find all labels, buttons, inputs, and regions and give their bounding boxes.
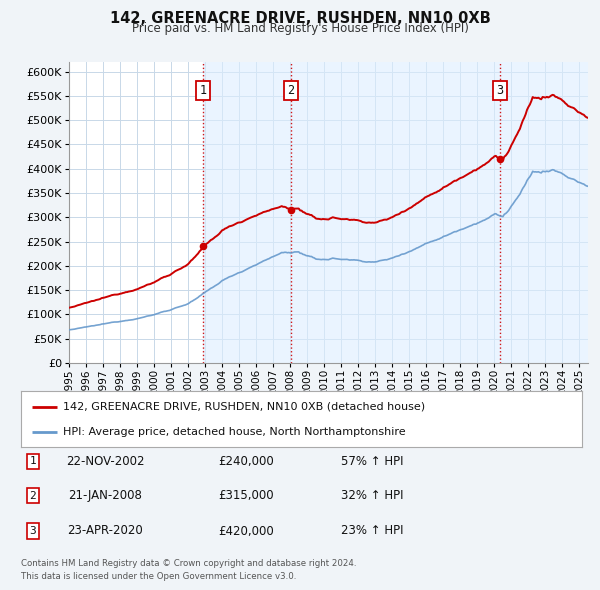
Text: 142, GREENACRE DRIVE, RUSHDEN, NN10 0XB (detached house): 142, GREENACRE DRIVE, RUSHDEN, NN10 0XB … (63, 402, 425, 412)
Bar (203, 62, 291, 363)
Text: Contains HM Land Registry data © Crown copyright and database right 2024.: Contains HM Land Registry data © Crown c… (21, 559, 356, 568)
Text: 21-JAN-2008: 21-JAN-2008 (68, 489, 142, 502)
Text: 23-APR-2020: 23-APR-2020 (67, 525, 143, 537)
Text: HPI: Average price, detached house, North Northamptonshire: HPI: Average price, detached house, Nort… (63, 427, 406, 437)
Text: Price paid vs. HM Land Registry's House Price Index (HPI): Price paid vs. HM Land Registry's House … (131, 22, 469, 35)
Text: 2: 2 (29, 491, 37, 500)
Text: 32% ↑ HPI: 32% ↑ HPI (341, 489, 403, 502)
Text: 22-NOV-2002: 22-NOV-2002 (66, 455, 144, 468)
Text: 1: 1 (200, 84, 207, 97)
Text: 3: 3 (496, 84, 503, 97)
Text: 3: 3 (29, 526, 37, 536)
Text: £315,000: £315,000 (218, 489, 274, 502)
Text: £240,000: £240,000 (218, 455, 274, 468)
Text: 2: 2 (287, 84, 295, 97)
Text: £420,000: £420,000 (218, 525, 274, 537)
Text: 1: 1 (29, 457, 37, 466)
Bar (291, 62, 500, 363)
Text: 142, GREENACRE DRIVE, RUSHDEN, NN10 0XB: 142, GREENACRE DRIVE, RUSHDEN, NN10 0XB (110, 11, 490, 25)
Text: 57% ↑ HPI: 57% ↑ HPI (341, 455, 403, 468)
Text: 23% ↑ HPI: 23% ↑ HPI (341, 525, 403, 537)
Bar (500, 62, 588, 363)
Text: This data is licensed under the Open Government Licence v3.0.: This data is licensed under the Open Gov… (21, 572, 296, 581)
